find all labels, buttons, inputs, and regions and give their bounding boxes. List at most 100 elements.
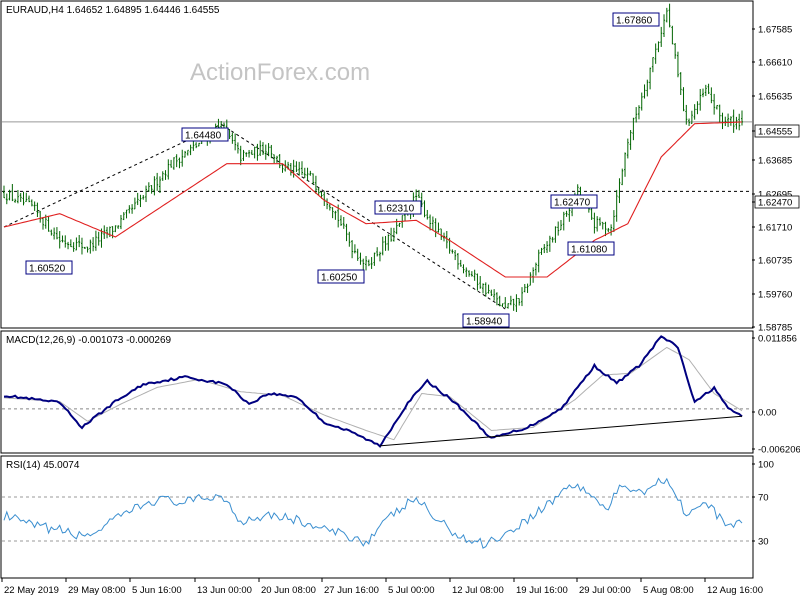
candle (729, 116, 732, 126)
candle (482, 283, 485, 294)
candle (236, 142, 239, 154)
time-tick-label: 22 May 2019 (4, 585, 59, 596)
price-tick-label: 1.63685 (758, 156, 792, 167)
candle (632, 117, 635, 141)
candle (259, 140, 262, 157)
candle (53, 227, 56, 240)
candle (465, 267, 468, 277)
candle (618, 178, 621, 204)
macd-tick-label: -0.006206 (758, 445, 800, 456)
time-tick-label: 12 Jul 08:00 (452, 585, 504, 596)
candle (351, 240, 354, 259)
candle (518, 297, 521, 306)
candle (601, 221, 604, 230)
candle (242, 149, 245, 161)
time-tick-label: 29 Jul 00:00 (579, 585, 631, 596)
price-callout-label: 1.62310 (378, 204, 415, 215)
candle (298, 161, 301, 176)
candle (184, 150, 187, 158)
candle (495, 292, 498, 306)
candle (498, 295, 501, 307)
candle (33, 201, 36, 211)
candle (690, 110, 693, 124)
candle (501, 303, 504, 307)
candle (668, 3, 671, 28)
candle (275, 155, 278, 163)
candle (348, 231, 351, 247)
candle (164, 170, 167, 180)
candle (50, 229, 53, 236)
candle (454, 250, 457, 261)
candle (14, 198, 17, 203)
candle (456, 253, 459, 270)
price-panel (0, 0, 754, 329)
macd-tick-label: 0.00 (758, 408, 777, 419)
candle (381, 236, 384, 256)
candle (546, 241, 549, 253)
candle (136, 192, 139, 206)
candle (303, 167, 306, 179)
candle (392, 227, 395, 242)
time-tick-label: 29 May 08:00 (68, 585, 126, 596)
candle (699, 88, 702, 111)
candle (713, 93, 716, 115)
price-callout-label: 1.61080 (571, 245, 608, 256)
candle (685, 104, 688, 125)
candle (147, 182, 150, 192)
candle (133, 197, 136, 210)
candle (145, 185, 148, 203)
candle (345, 223, 348, 242)
candle (278, 153, 281, 169)
candle (607, 227, 610, 233)
candle (671, 25, 674, 45)
candle (629, 130, 632, 150)
price-callout-label: 1.58940 (466, 317, 503, 328)
candle (317, 187, 320, 196)
candle (445, 230, 448, 249)
candle (158, 176, 161, 194)
candle (615, 189, 618, 222)
candle (273, 154, 276, 164)
candle (250, 149, 253, 155)
price-tick-label: 1.66610 (758, 58, 792, 69)
candlesticks (3, 3, 743, 313)
candle (125, 209, 128, 219)
candle (94, 230, 97, 251)
candle (97, 231, 100, 246)
candle (462, 264, 465, 274)
price-callout: 1.64480 (181, 127, 229, 142)
price-callout: 1.67860 (612, 12, 660, 27)
candle (69, 239, 72, 248)
candle (715, 104, 718, 110)
candle (378, 251, 381, 262)
candle (58, 231, 61, 249)
candle (314, 175, 317, 194)
candle (356, 248, 359, 261)
candle (526, 283, 529, 293)
candle (119, 214, 122, 230)
candle (657, 41, 660, 53)
candle (289, 162, 292, 176)
candle (557, 221, 560, 236)
candle (153, 176, 156, 196)
candle (663, 14, 666, 37)
price-callout: 1.62310 (374, 200, 422, 215)
candle (5, 193, 8, 205)
candle (195, 142, 198, 149)
price-callouts: 1.67860 1.64480 1.62310 1.62470 1.60520 1.602… (25, 12, 660, 328)
macd-line (3, 335, 743, 448)
candle (559, 219, 562, 231)
candle (117, 225, 120, 229)
candle (373, 252, 376, 266)
candle (28, 195, 31, 203)
candle (231, 132, 234, 144)
candle (548, 235, 551, 252)
candle (509, 295, 512, 306)
candle (596, 216, 599, 232)
price-tick-label: 1.59760 (758, 290, 792, 301)
candle (468, 270, 471, 277)
candle (19, 192, 22, 202)
candle (72, 242, 75, 252)
candle (626, 138, 629, 159)
